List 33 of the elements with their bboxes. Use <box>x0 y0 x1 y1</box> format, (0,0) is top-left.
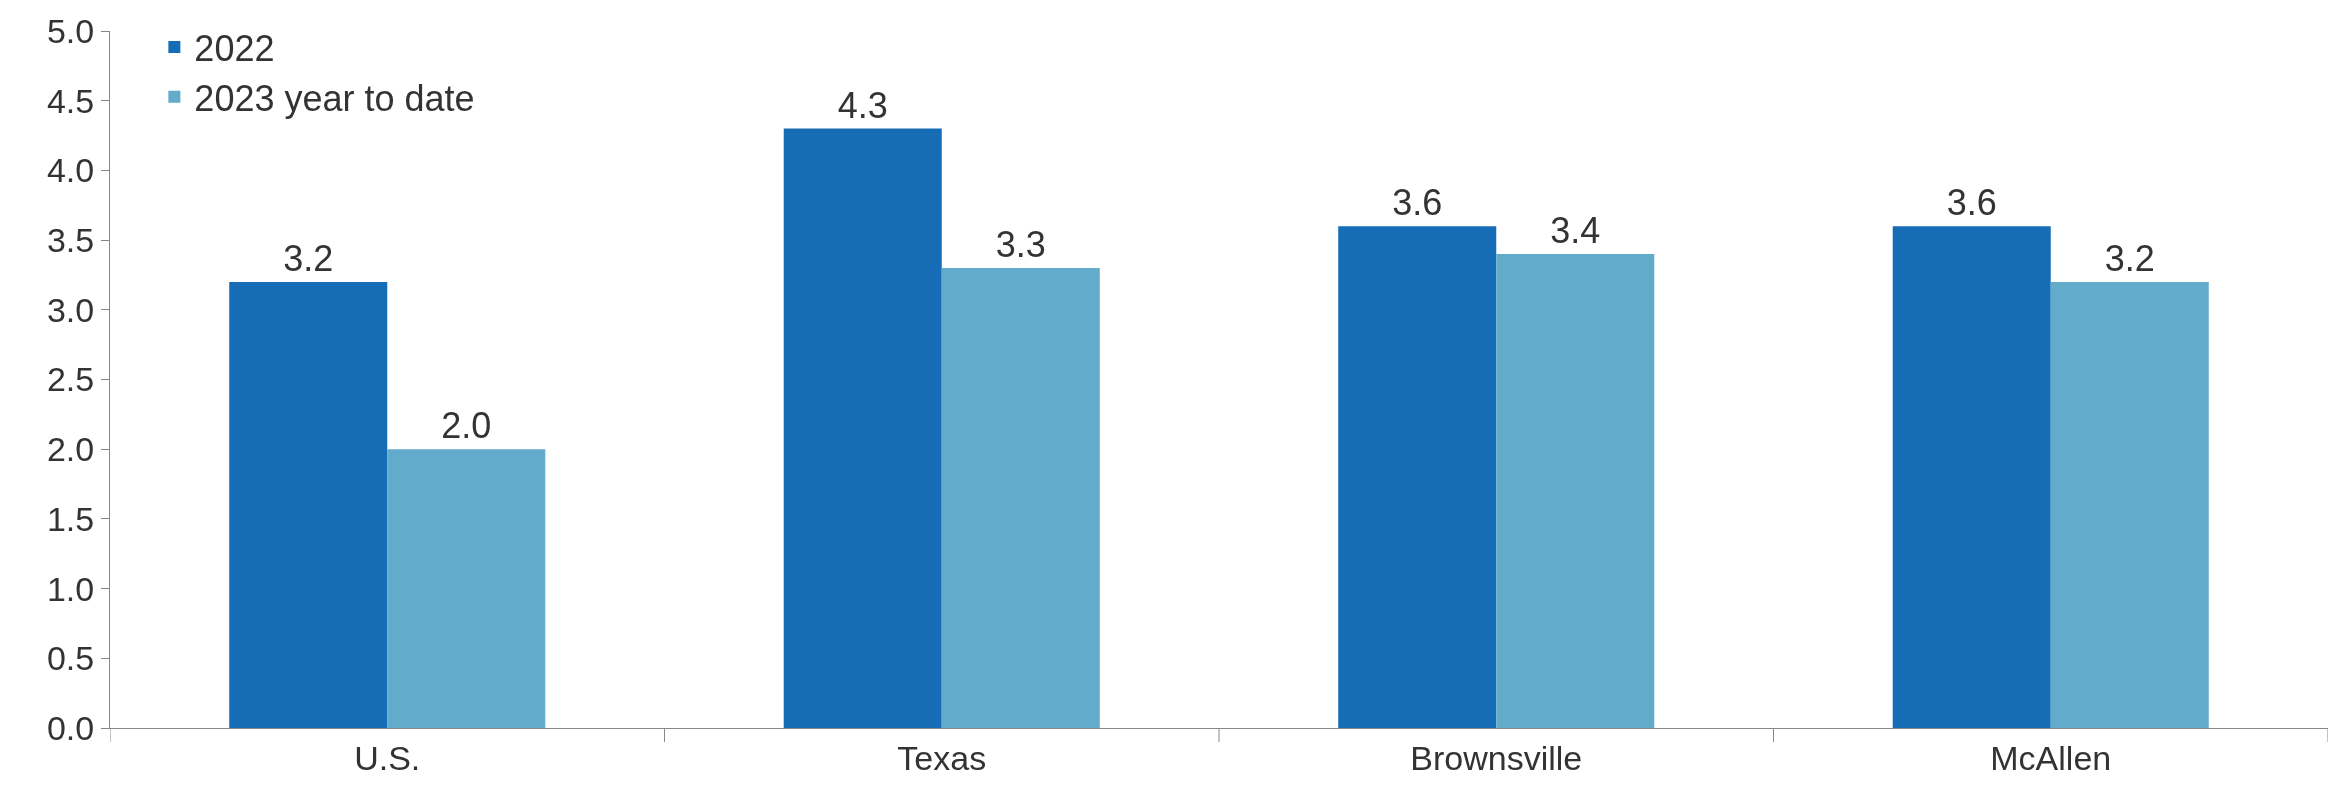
bar <box>1496 254 1655 728</box>
bar <box>229 281 388 728</box>
data-label: 3.2 <box>2104 237 2155 279</box>
legend-label: 2022 <box>194 28 275 69</box>
y-tick-label: 2.0 <box>46 430 95 469</box>
data-label: 3.3 <box>995 223 1046 265</box>
bar <box>941 267 1100 728</box>
y-tick-label: 1.5 <box>46 499 95 538</box>
bar <box>783 128 942 728</box>
data-label: 3.6 <box>1946 182 1997 224</box>
x-tick-label: McAllen <box>1990 738 2112 777</box>
data-label: 2.0 <box>441 405 492 447</box>
data-label: 4.3 <box>837 84 888 126</box>
bar <box>1892 226 2051 728</box>
y-tick-label: 4.5 <box>46 81 95 120</box>
y-tick-label: 4.0 <box>46 151 95 190</box>
y-tick-label: 1.0 <box>46 569 95 608</box>
y-tick-label: 3.5 <box>46 221 95 259</box>
y-tick-label: 2.5 <box>46 360 95 399</box>
bar <box>2050 281 2209 728</box>
y-tick-label: 3.0 <box>46 290 95 329</box>
bar <box>387 449 546 728</box>
legend-label: 2023 year to date <box>194 77 475 119</box>
y-tick-label: 0.0 <box>46 708 95 747</box>
data-label: 3.6 <box>1392 182 1443 224</box>
y-tick-label: 5.0 <box>46 11 95 50</box>
data-label: 3.2 <box>283 237 334 279</box>
bar <box>1338 226 1497 728</box>
x-tick-label: U.S. <box>354 738 421 777</box>
data-label: 3.4 <box>1550 210 1601 252</box>
y-tick-label: 0.5 <box>46 639 95 678</box>
x-tick-label: Texas <box>897 738 987 777</box>
x-tick-label: Brownsville <box>1410 738 1583 777</box>
